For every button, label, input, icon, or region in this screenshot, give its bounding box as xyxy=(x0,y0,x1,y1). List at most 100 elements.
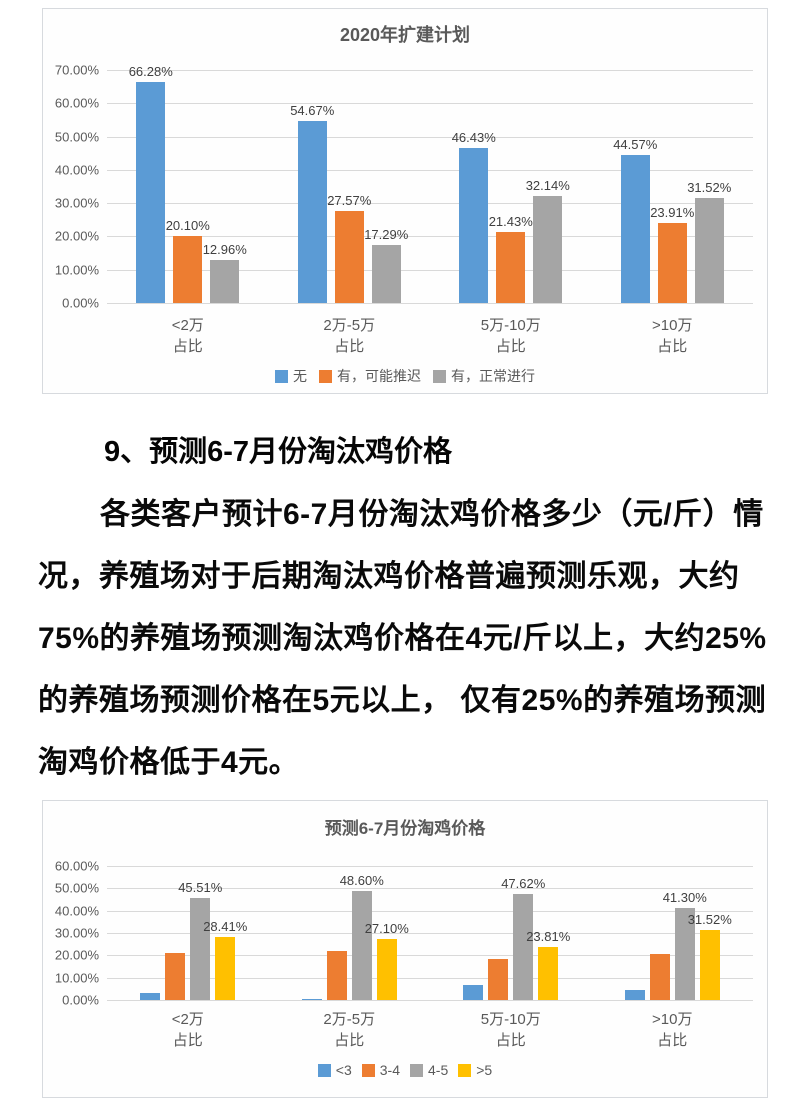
bar-value-label: 27.57% xyxy=(327,193,372,209)
bar-value-label: 31.52% xyxy=(687,911,732,927)
y-axis-tick: 20.00% xyxy=(54,947,99,963)
chart-title: 预测6-7月份淘鸡价格 xyxy=(324,819,486,838)
bar-value-label: 21.43% xyxy=(488,213,533,229)
legend-item: <3 xyxy=(317,1062,352,1078)
bar-有，正常进行: 17.29% xyxy=(364,227,408,303)
plot-area-wrap: 70.00% 60.00% 50.00% 40.00% 30.00% 20.00% 10.0… xyxy=(43,63,767,311)
paragraph-line: 的养殖场预测价格在5元以上， 仅有25%的养殖场预测 xyxy=(38,684,767,717)
bar-有，可能推迟: 20.10% xyxy=(166,218,210,303)
bar-group: 48.60% 27.10% xyxy=(269,866,431,1000)
bar-group: 66.28% 20.10% 12.96% xyxy=(107,64,269,303)
chart-legend: <3 3-4 4-5 >5 xyxy=(43,1062,767,1078)
legend-item: 有，正常进行 xyxy=(433,366,535,386)
bar-group: 54.67% 27.57% 17.29% xyxy=(269,70,431,303)
y-axis: 70.00% 60.00% 50.00% 40.00% 30.00% 20.00% 10.0… xyxy=(43,63,107,311)
y-axis-tick: 70.00% xyxy=(54,62,99,78)
y-axis: 60.00% 50.00% 40.00% 30.00% 20.00% 10.00% 0.00… xyxy=(43,859,107,1008)
legend-label: 有，正常进行 xyxy=(451,368,535,384)
bar-group: 45.51% 28.41% xyxy=(107,866,269,1000)
bar-有，正常进行: 32.14% xyxy=(526,178,570,303)
gridline xyxy=(107,866,753,867)
bar-3-4 xyxy=(326,951,347,1000)
bar-<3 xyxy=(301,998,322,1000)
bar-<3 xyxy=(463,984,484,1000)
bar-无: 66.28% xyxy=(129,64,173,303)
bar-value-label: 28.41% xyxy=(203,918,248,934)
category-label-range: >10万 xyxy=(652,317,693,334)
y-axis-tick: 0.00% xyxy=(62,992,99,1008)
category-label-suffix: 占比 xyxy=(172,1032,203,1049)
legend-swatch xyxy=(361,1063,375,1077)
bar-3-4 xyxy=(165,953,186,1000)
x-axis-labels: <2万 占比 2万-5万 占比 5万-10万 占比 >10万 占比 xyxy=(43,1009,767,1051)
y-axis-tick: 40.00% xyxy=(54,162,99,178)
expansion-plan-chart: 2020年扩建计划 70.00% 60.00% 50.00% 40.00% 30.00%… xyxy=(42,8,768,394)
category-label-suffix: 占比 xyxy=(334,1032,365,1049)
legend-item: >5 xyxy=(458,1062,492,1078)
gridline xyxy=(107,955,753,957)
legend-label: 无 xyxy=(293,368,307,384)
paragraph-line: 况，养殖场对于后期淘汰鸡价格普遍预测乐观，大约 xyxy=(38,560,740,593)
bar-group: 44.57% 23.91% 31.52% xyxy=(592,70,754,303)
category-label-range: >10万 xyxy=(652,1011,693,1028)
gridline xyxy=(107,303,753,304)
category-label-range: 2万-5万 xyxy=(323,1011,376,1028)
legend-item: 无 xyxy=(275,366,307,386)
category-label-suffix: 占比 xyxy=(334,338,365,355)
y-axis-tick: 10.00% xyxy=(54,970,99,986)
category-label: 5万-10万 占比 xyxy=(430,1009,592,1051)
bar-value-label: 66.28% xyxy=(128,64,173,80)
bar-value-label: 31.52% xyxy=(687,180,732,196)
category-label: <2万 占比 xyxy=(107,1009,269,1051)
bar-group: 41.30% 31.52% xyxy=(592,866,754,1000)
bar-有，可能推迟: 27.57% xyxy=(327,193,371,303)
bar-value-label: 17.29% xyxy=(364,227,409,243)
category-label-range: <2万 xyxy=(171,317,204,334)
cull-price-forecast-chart: 预测6-7月份淘鸡价格 60.00% 50.00% 40.00% 30.00% 20.0… xyxy=(42,800,768,1098)
category-label-suffix: 占比 xyxy=(657,338,688,355)
plot-area: 66.28% 20.10% 12.96% 54.67% 27.57% 17.29% 46.4… xyxy=(107,64,754,304)
y-axis-tick: 10.00% xyxy=(54,262,99,278)
category-label: 2万-5万占比 xyxy=(269,1009,431,1051)
category-label: 2万-5万 占比 xyxy=(269,315,431,357)
bar-value-label: 44.57% xyxy=(613,136,658,152)
bar-value-label: 23.81% xyxy=(526,928,571,944)
y-axis-tick: 50.00% xyxy=(54,880,99,896)
gridline xyxy=(107,977,753,979)
bar-value-label: 46.43% xyxy=(451,130,496,146)
gridline xyxy=(107,103,753,105)
bar-无: 44.57% xyxy=(613,137,657,303)
legend-swatch xyxy=(433,369,446,383)
bar->5: 28.41% xyxy=(203,919,247,1000)
bar-value-label: 54.67% xyxy=(290,103,335,119)
bar->5: 27.10% xyxy=(365,921,409,1000)
legend-swatch xyxy=(317,1063,331,1077)
y-axis-tick: 30.00% xyxy=(54,925,99,941)
bar-value-label: 48.60% xyxy=(339,873,384,889)
legend-swatch xyxy=(319,369,332,383)
category-label-suffix: 占比 xyxy=(495,1032,526,1049)
bar-value-label: 47.62% xyxy=(501,875,546,891)
gridline xyxy=(107,888,753,890)
paragraph-line: 75%的养殖场预测淘汰鸡价格在4元/斤以上，大约25% xyxy=(38,622,767,655)
y-axis-tick: 30.00% xyxy=(54,195,99,211)
bar-无: 54.67% xyxy=(290,103,334,303)
bar-4-5: 47.62% xyxy=(501,876,545,1000)
gridline xyxy=(107,169,753,171)
plot-area-wrap: 60.00% 50.00% 40.00% 30.00% 20.00% 10.00% 0.00… xyxy=(43,859,767,1008)
legend-item: 有，可能推迟 xyxy=(319,366,421,386)
bar-value-label: 27.10% xyxy=(364,921,409,937)
bar->5: 23.81% xyxy=(526,929,570,1000)
legend-label: >5 xyxy=(476,1062,493,1078)
bar-4-5: 45.51% xyxy=(178,880,222,1000)
category-label: <2万 占比 xyxy=(107,315,269,357)
bar-value-label: 41.30% xyxy=(662,889,707,905)
legend-swatch xyxy=(410,1063,423,1077)
bar-groups: 45.51% 28.41% 48.60% 27.10% 47.62% 23.81% 41.3… xyxy=(107,866,753,1000)
bar-4-5: 48.60% xyxy=(340,873,384,1000)
bar-有，正常进行: 31.52% xyxy=(687,180,731,303)
gridline xyxy=(107,269,753,271)
y-axis-tick: 60.00% xyxy=(54,95,99,111)
bar-groups: 66.28% 20.10% 12.96% 54.67% 27.57% 17.29% 46.4… xyxy=(107,64,754,303)
legend-label: 3-4 xyxy=(379,1062,400,1078)
